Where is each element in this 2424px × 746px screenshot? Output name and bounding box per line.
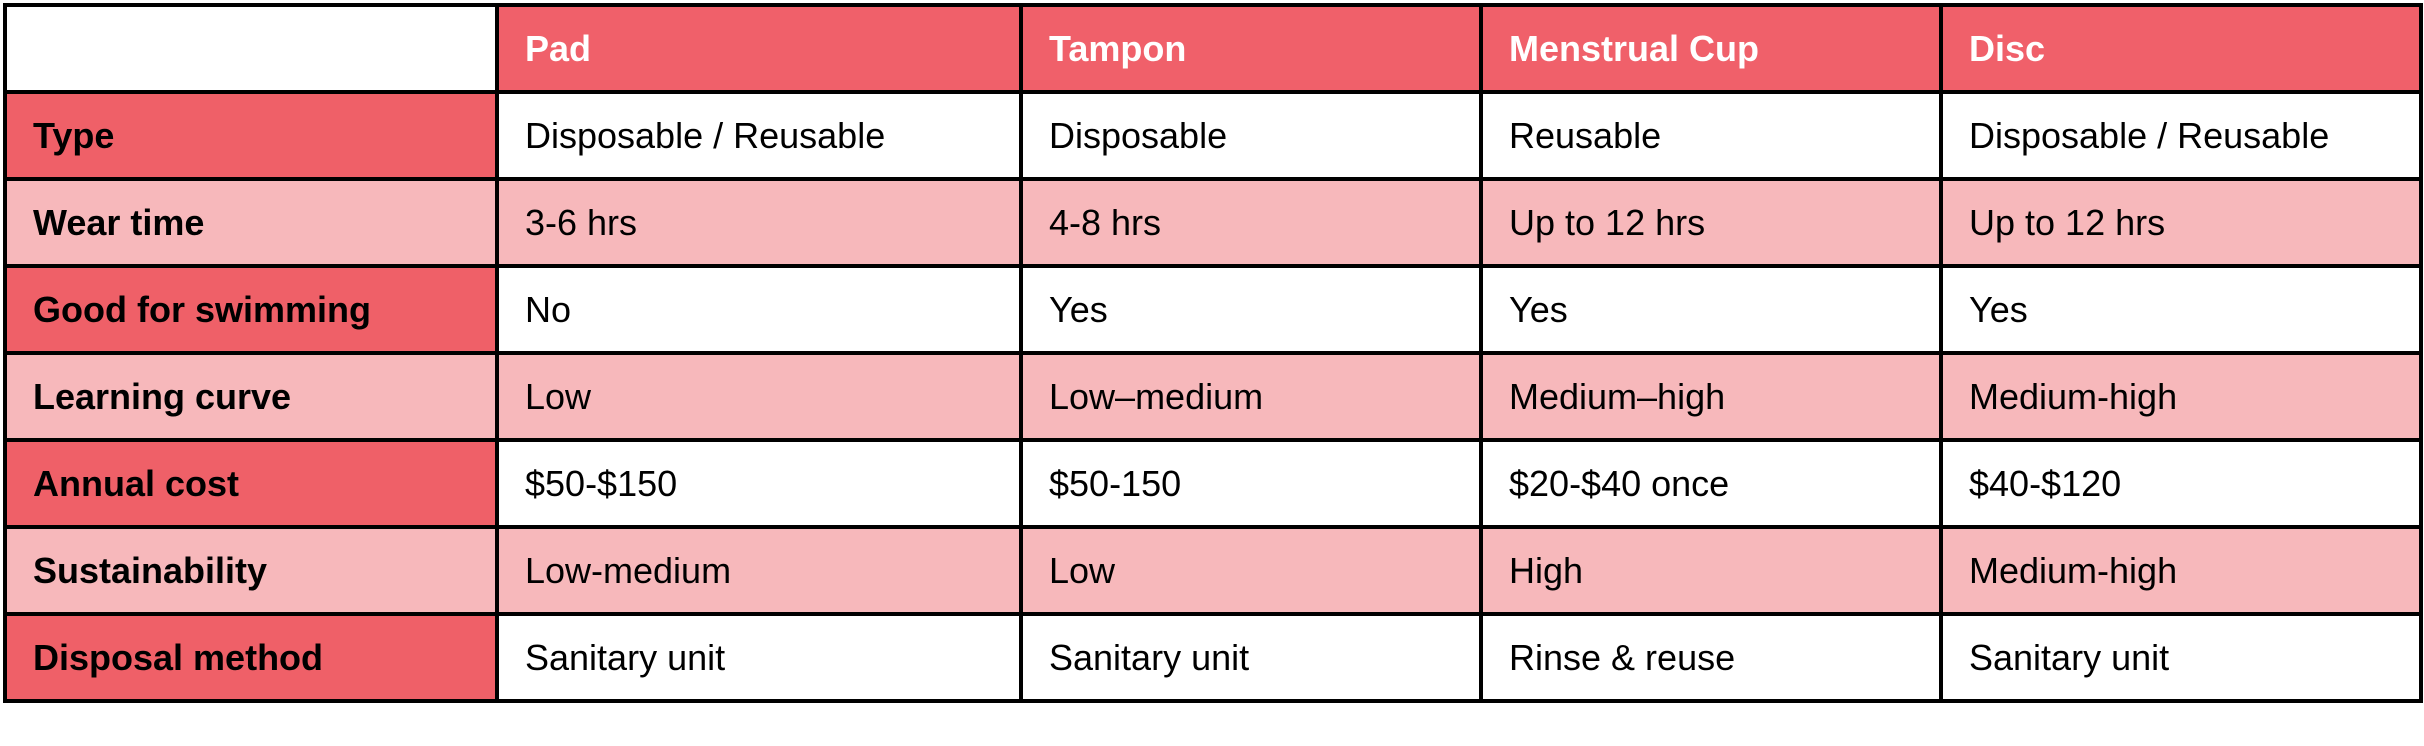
row-label: Good for swimming [3,264,499,355]
table-cell: Low [495,351,1023,442]
comparison-table: Pad Tampon Menstrual Cup Disc Type Disposabl… [3,3,2423,703]
table-row: Disposal method Sanitary unit Sanitary uni… [3,612,2423,703]
column-header: Pad [495,3,1023,94]
row-label: Annual cost [3,438,499,529]
table-cell: $50-$150 [495,438,1023,529]
corner-cell [3,3,499,94]
table-cell: Sanitary unit [1019,612,1483,703]
table-cell: Up to 12 hrs [1939,177,2423,268]
page: {"table": { "columns": ["Pad", "Tampon",… [0,3,2424,746]
table-cell: $20-$40 once [1479,438,1943,529]
table-cell: Yes [1479,264,1943,355]
row-label: Wear time [3,177,499,268]
table-row: Annual cost $50-$150 $50-150 $20-$40 once $4… [3,438,2423,529]
table-row: Type Disposable / Reusable Disposable Reusa… [3,90,2423,181]
table-cell: Medium-high [1939,525,2423,616]
table-cell: Up to 12 hrs [1479,177,1943,268]
table-cell: Yes [1939,264,2423,355]
table-cell: Rinse & reuse [1479,612,1943,703]
column-header: Disc [1939,3,2423,94]
header-row: Pad Tampon Menstrual Cup Disc [3,3,2423,94]
table-cell: Medium–high [1479,351,1943,442]
table-cell: Yes [1019,264,1483,355]
column-header: Tampon [1019,3,1483,94]
table-cell: High [1479,525,1943,616]
table-cell: Disposable / Reusable [1939,90,2423,181]
table-cell: Low [1019,525,1483,616]
column-header: Menstrual Cup [1479,3,1943,94]
table-cell: $50-150 [1019,438,1483,529]
table-row: Sustainability Low-medium Low High Medium-hi… [3,525,2423,616]
table-cell: Disposable / Reusable [495,90,1023,181]
table-cell: 3-6 hrs [495,177,1023,268]
table-row: Good for swimming No Yes Yes Yes [3,264,2423,355]
table-cell: Low-medium [495,525,1023,616]
table-cell: Low–medium [1019,351,1483,442]
row-label: Disposal method [3,612,499,703]
row-label: Sustainability [3,525,499,616]
table-cell: 4-8 hrs [1019,177,1483,268]
table-row: Learning curve Low Low–medium Medium–high Me… [3,351,2423,442]
table-cell: Medium-high [1939,351,2423,442]
row-label: Type [3,90,499,181]
table-cell: Sanitary unit [495,612,1023,703]
table-body: Type Disposable / Reusable Disposable Reusa… [3,90,2423,703]
table-cell: Sanitary unit [1939,612,2423,703]
table-cell: Reusable [1479,90,1943,181]
table-row: Wear time 3-6 hrs 4-8 hrs Up to 12 hrs Up to… [3,177,2423,268]
table-cell: Disposable [1019,90,1483,181]
table-cell: $40-$120 [1939,438,2423,529]
table-cell: No [495,264,1023,355]
row-label: Learning curve [3,351,499,442]
